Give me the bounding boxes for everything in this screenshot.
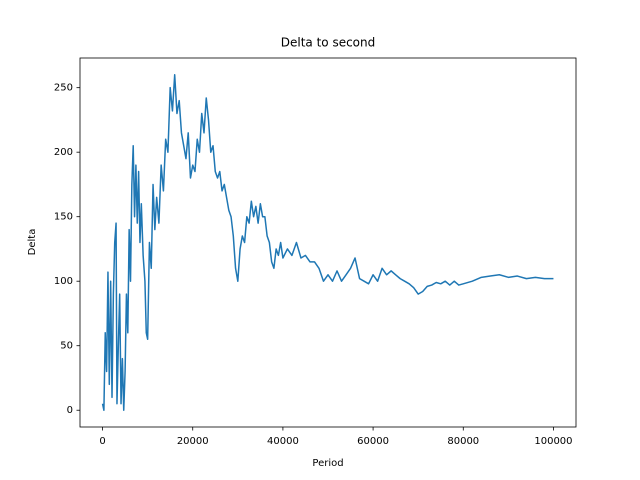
x-tick-label: 60000 <box>357 436 389 447</box>
x-tick-label: 80000 <box>447 436 479 447</box>
x-axis-label: Period <box>312 458 343 469</box>
y-tick-label: 100 <box>54 276 73 287</box>
y-tick-label: 50 <box>60 341 73 352</box>
y-tick-label: 250 <box>54 83 73 94</box>
x-tick-label: 100000 <box>534 436 572 447</box>
y-axis-label: Delta <box>27 229 38 256</box>
y-tick-label: 200 <box>54 147 73 158</box>
plot-frame <box>79 57 577 428</box>
x-tick-label: 40000 <box>267 436 299 447</box>
x-tick-label: 20000 <box>177 436 209 447</box>
y-tick-label: 0 <box>67 405 73 416</box>
x-tick-label: 0 <box>99 436 105 447</box>
chart-title: Delta to second <box>281 36 376 50</box>
data-line <box>101 74 554 411</box>
y-tick-label: 150 <box>54 212 73 223</box>
